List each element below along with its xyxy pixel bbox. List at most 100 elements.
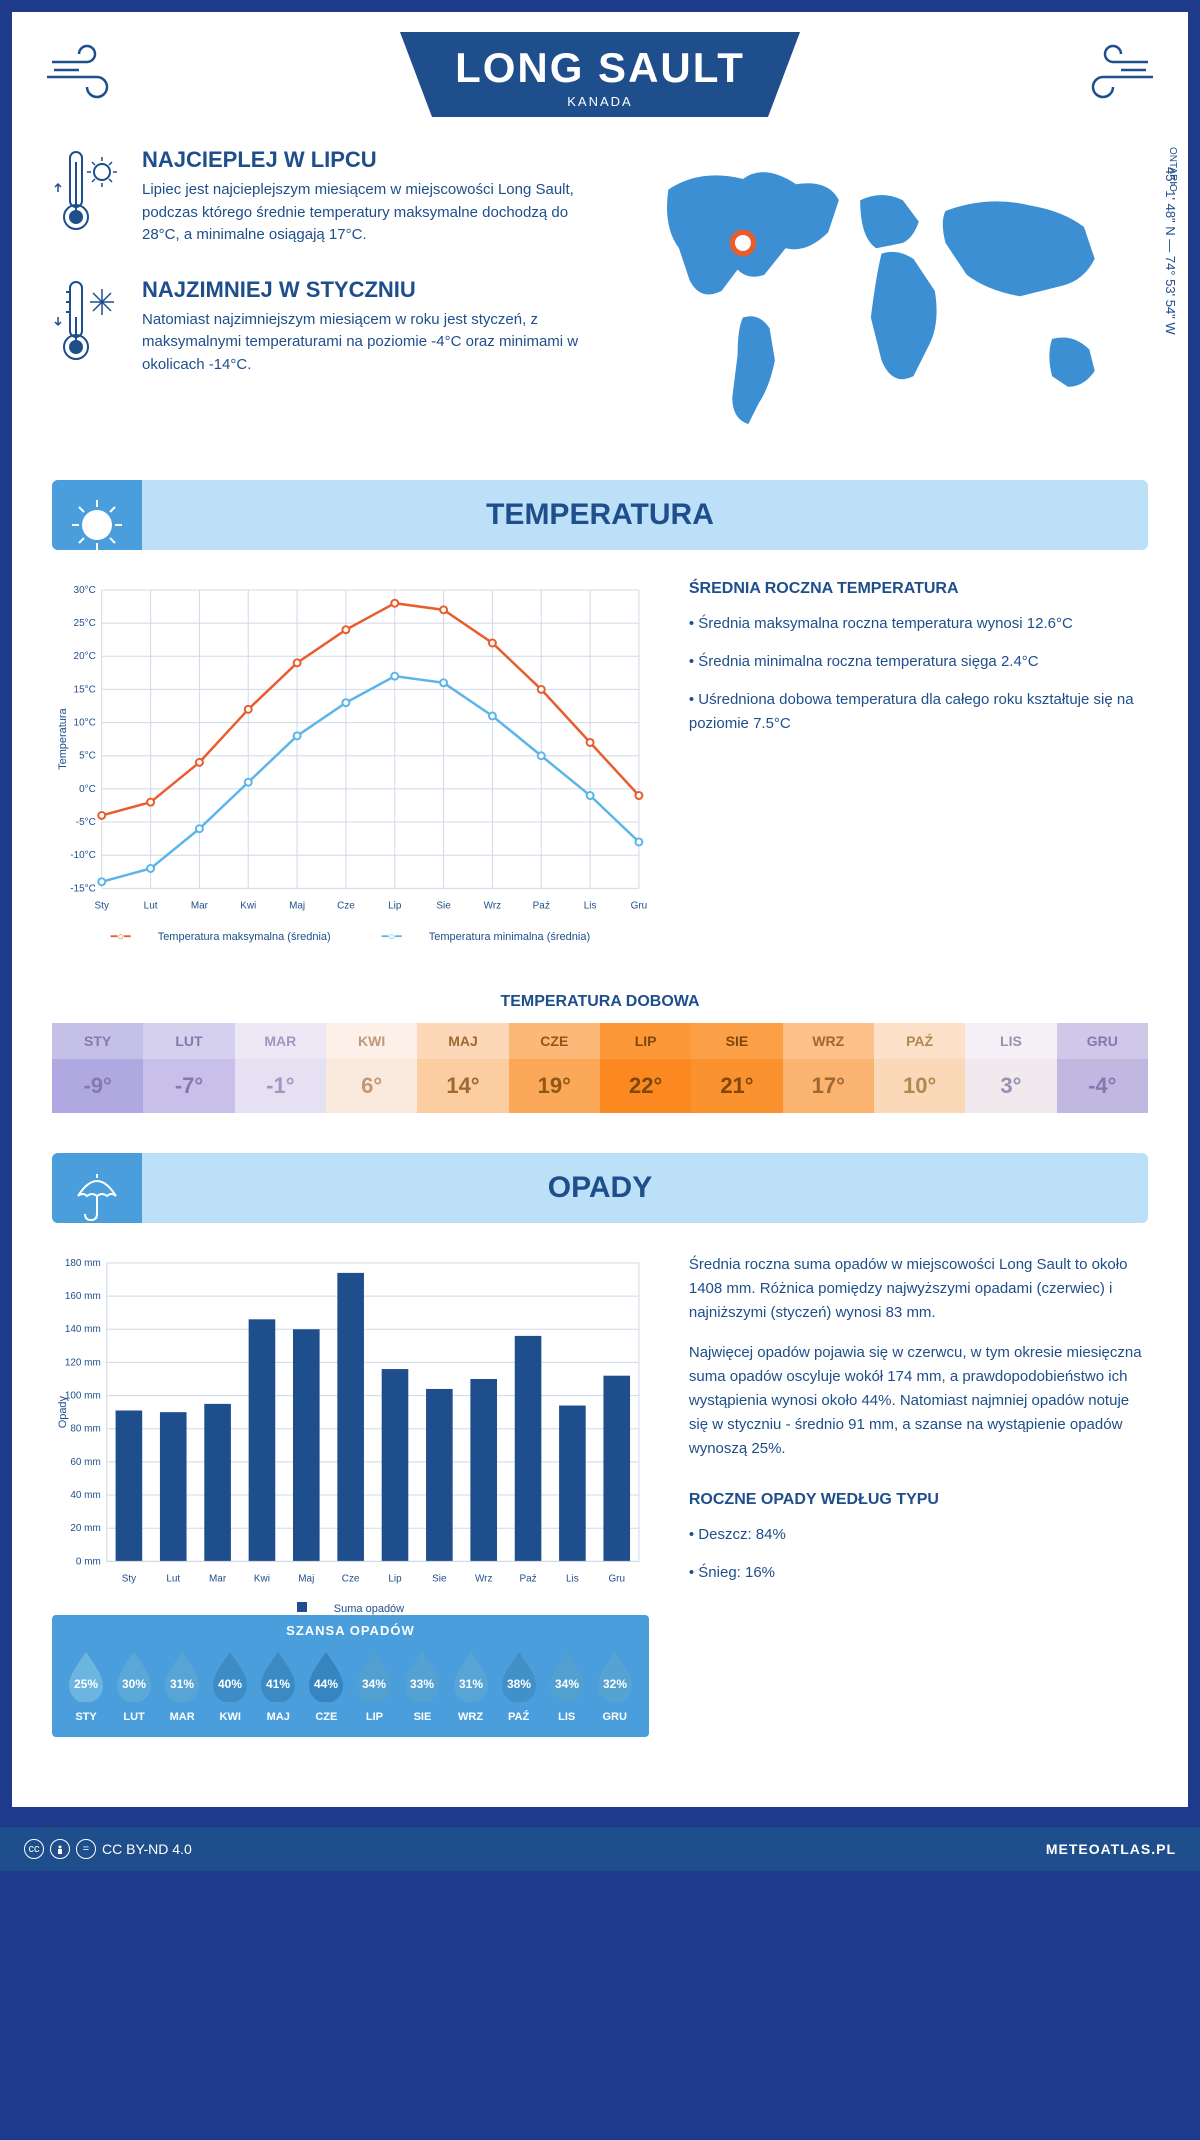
svg-text:Sty: Sty — [122, 1573, 136, 1584]
temp-summary-title: ŚREDNIA ROCZNA TEMPERATURA — [689, 580, 1148, 598]
svg-text:10°C: 10°C — [74, 718, 96, 729]
license-block: cc = CC BY-ND 4.0 — [24, 1839, 192, 1859]
svg-text:Paź: Paź — [519, 1573, 536, 1584]
chance-drop: 38%PAŹ — [498, 1648, 540, 1723]
coldest-block: NAJZIMNIEJ W STYCZNIU Natomiast najzimni… — [52, 277, 585, 377]
svg-text:25°C: 25°C — [74, 619, 96, 630]
svg-text:Wrz: Wrz — [475, 1573, 493, 1584]
svg-text:Lut: Lut — [166, 1573, 180, 1584]
chance-drop: 34%LIS — [546, 1648, 588, 1723]
daily-cell: CZE19° — [509, 1023, 600, 1113]
svg-text:60 mm: 60 mm — [70, 1457, 100, 1468]
daily-cell: GRU-4° — [1057, 1023, 1148, 1113]
chance-drop: 32%GRU — [594, 1648, 636, 1723]
temperature-legend: ━○━ Temperatura maksymalna (średnia) ━○━… — [52, 930, 649, 943]
precip-para: Najwięcej opadów pojawia się w czerwcu, … — [689, 1341, 1148, 1461]
daily-cell: SIE21° — [691, 1023, 782, 1113]
svg-text:30%: 30% — [122, 1677, 146, 1691]
svg-text:34%: 34% — [555, 1677, 579, 1691]
svg-text:-15°C: -15°C — [70, 884, 96, 895]
infographic-page: LONG SAULT KANADA NAJCIEPLEJ W LIPCU Lip… — [12, 12, 1188, 1807]
daily-cell: MAJ14° — [417, 1023, 508, 1113]
svg-text:41%: 41% — [266, 1677, 290, 1691]
svg-text:20 mm: 20 mm — [70, 1523, 100, 1534]
svg-text:Maj: Maj — [298, 1573, 314, 1584]
svg-text:Lis: Lis — [566, 1573, 579, 1584]
title-ribbon: LONG SAULT KANADA — [400, 32, 800, 117]
daily-cell: KWI6° — [326, 1023, 417, 1113]
svg-text:33%: 33% — [410, 1677, 434, 1691]
svg-text:34%: 34% — [362, 1677, 386, 1691]
daily-cell: LUT-7° — [143, 1023, 234, 1113]
svg-text:140 mm: 140 mm — [65, 1324, 101, 1335]
wind-icon — [42, 42, 132, 114]
svg-text:15°C: 15°C — [74, 685, 96, 696]
svg-text:31%: 31% — [170, 1677, 194, 1691]
precipitation-legend: Suma opadów — [52, 1602, 649, 1615]
svg-text:44%: 44% — [314, 1677, 338, 1691]
temp-bullet: • Średnia minimalna roczna temperatura s… — [689, 650, 1148, 674]
precipitation-chart-row: 0 mm20 mm40 mm60 mm80 mm100 mm120 mm140 … — [12, 1253, 1188, 1787]
precip-para: Średnia roczna suma opadów w miejscowośc… — [689, 1253, 1148, 1325]
daily-cell: STY-9° — [52, 1023, 143, 1113]
precipitation-section-header: OPADY — [52, 1153, 1148, 1223]
precip-type-bullet: • Deszcz: 84% — [689, 1523, 1148, 1547]
svg-text:30°C: 30°C — [74, 585, 96, 596]
temperature-line-chart: -15°C-10°C-5°C0°C5°C10°C15°C20°C25°C30°C… — [52, 580, 649, 942]
temp-bullet: • Uśredniona dobowa temperatura dla całe… — [689, 688, 1148, 736]
svg-text:120 mm: 120 mm — [65, 1357, 101, 1368]
svg-text:Gru: Gru — [631, 901, 648, 912]
svg-text:Temperatura: Temperatura — [57, 708, 69, 770]
svg-text:20°C: 20°C — [74, 652, 96, 663]
chance-drop: 31%MAR — [161, 1648, 203, 1723]
svg-text:Kwi: Kwi — [240, 901, 256, 912]
svg-text:Maj: Maj — [289, 901, 305, 912]
nd-icon: = — [76, 1839, 96, 1859]
svg-text:-10°C: -10°C — [70, 851, 96, 862]
precip-type-bullet: • Śnieg: 16% — [689, 1561, 1148, 1585]
chance-drop: 33%SIE — [401, 1648, 443, 1723]
svg-text:80 mm: 80 mm — [70, 1423, 100, 1434]
svg-text:180 mm: 180 mm — [65, 1258, 101, 1269]
svg-text:-5°C: -5°C — [76, 818, 96, 829]
daily-cell: PAŹ10° — [874, 1023, 965, 1113]
svg-text:Mar: Mar — [191, 901, 209, 912]
warmest-text: Lipiec jest najcieplejszym miesiącem w m… — [142, 179, 585, 247]
svg-text:40 mm: 40 mm — [70, 1490, 100, 1501]
svg-text:Mar: Mar — [209, 1573, 227, 1584]
svg-text:25%: 25% — [74, 1677, 98, 1691]
daily-temp-title: TEMPERATURA DOBOWA — [12, 993, 1188, 1011]
svg-text:31%: 31% — [459, 1677, 483, 1691]
warmest-block: NAJCIEPLEJ W LIPCU Lipiec jest najcieple… — [52, 147, 585, 247]
temperature-chart-row: -15°C-10°C-5°C0°C5°C10°C15°C20°C25°C30°C… — [12, 580, 1188, 972]
daily-cell: LIS3° — [965, 1023, 1056, 1113]
by-icon — [50, 1839, 70, 1859]
svg-text:Sty: Sty — [95, 901, 109, 912]
chance-drop: 25%STY — [65, 1648, 107, 1723]
chance-drop: 30%LUT — [113, 1648, 155, 1723]
svg-text:Lis: Lis — [584, 901, 597, 912]
license-text: CC BY-ND 4.0 — [102, 1841, 192, 1857]
svg-text:Lip: Lip — [388, 1573, 402, 1584]
temperature-title: TEMPERATURA — [486, 498, 714, 531]
temperature-summary: ŚREDNIA ROCZNA TEMPERATURA • Średnia mak… — [689, 580, 1148, 942]
daily-cell: MAR-1° — [235, 1023, 326, 1113]
svg-text:40%: 40% — [218, 1677, 242, 1691]
svg-text:160 mm: 160 mm — [65, 1291, 101, 1302]
wind-icon — [1068, 42, 1158, 114]
daily-cell: LIP22° — [600, 1023, 691, 1113]
svg-text:0°C: 0°C — [79, 784, 96, 795]
chance-drop: 31%WRZ — [450, 1648, 492, 1723]
temp-bullet: • Średnia maksymalna roczna temperatura … — [689, 612, 1148, 636]
precipitation-bar-chart: 0 mm20 mm40 mm60 mm80 mm100 mm120 mm140 … — [52, 1253, 649, 1757]
coldest-text: Natomiast najzimniejszym miesiącem w rok… — [142, 309, 585, 377]
chance-title: SZANSA OPADÓW — [62, 1623, 639, 1638]
chance-drop: 40%KWI — [209, 1648, 251, 1723]
svg-text:100 mm: 100 mm — [65, 1390, 101, 1401]
thermometer-hot-icon — [52, 147, 122, 247]
precipitation-title: OPADY — [548, 1171, 652, 1204]
footer: cc = CC BY-ND 4.0 METEOATLAS.PL — [0, 1827, 1200, 1871]
svg-text:Lip: Lip — [388, 901, 402, 912]
location-title: LONG SAULT — [450, 44, 750, 92]
chance-row: 25%STY30%LUT31%MAR40%KWI41%MAJ44%CZE34%L… — [62, 1648, 639, 1723]
